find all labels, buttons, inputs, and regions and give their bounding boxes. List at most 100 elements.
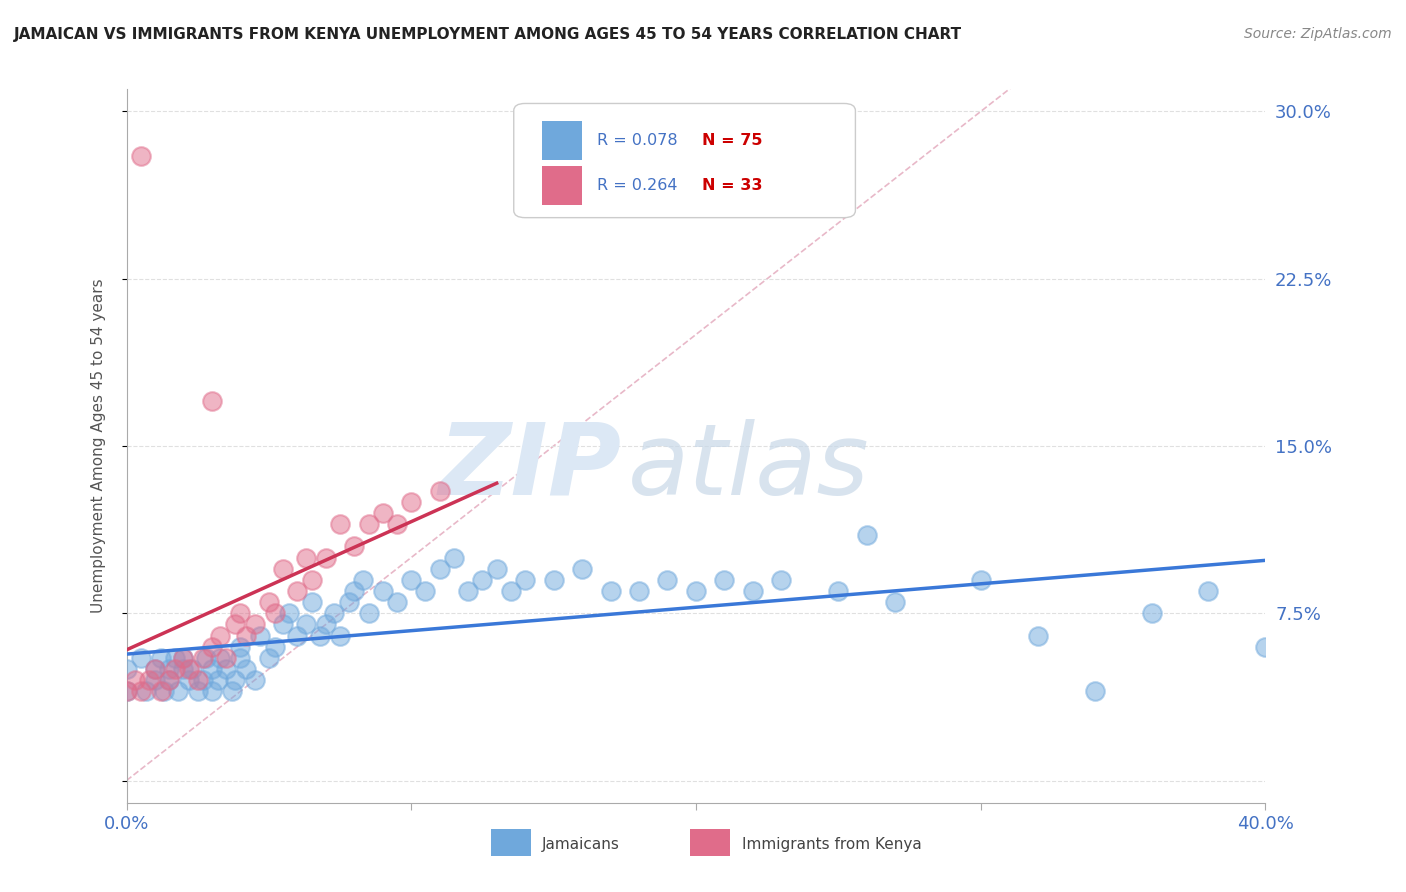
Point [243, 673, 266, 687]
Point [229, 651, 252, 665]
Point [172, 651, 194, 665]
Point [157, 673, 180, 687]
Point [129, 651, 152, 665]
Y-axis label: Unemployment Among Ages 45 to 54 years: Unemployment Among Ages 45 to 54 years [91, 278, 105, 614]
Text: N = 33: N = 33 [702, 178, 762, 193]
Point [201, 662, 224, 676]
Point [770, 573, 793, 587]
FancyBboxPatch shape [491, 829, 531, 856]
Point [124, 673, 146, 687]
Point [157, 673, 180, 687]
Point [193, 651, 215, 665]
Point [571, 562, 593, 576]
FancyBboxPatch shape [543, 166, 582, 205]
Point [471, 573, 494, 587]
Point [543, 573, 565, 587]
Point [415, 583, 437, 598]
Point [628, 583, 651, 598]
Point [371, 583, 394, 598]
Point [163, 662, 186, 676]
Point [157, 662, 180, 676]
Point [315, 617, 337, 632]
Point [371, 506, 394, 520]
Point [115, 662, 138, 676]
Point [229, 607, 252, 621]
FancyBboxPatch shape [690, 829, 730, 856]
Text: R = 0.264: R = 0.264 [598, 178, 678, 193]
Point [1254, 640, 1277, 654]
Point [827, 583, 849, 598]
Point [193, 673, 215, 687]
Point [970, 573, 993, 587]
Text: N = 75: N = 75 [702, 133, 762, 148]
Point [1198, 583, 1220, 598]
Point [143, 662, 166, 676]
Point [224, 617, 246, 632]
Point [515, 573, 537, 587]
Point [429, 483, 451, 498]
Point [271, 562, 294, 576]
Point [129, 149, 152, 163]
Text: atlas: atlas [627, 419, 869, 516]
Point [257, 595, 280, 609]
Text: Immigrants from Kenya: Immigrants from Kenya [741, 837, 921, 852]
Point [343, 583, 366, 598]
Point [215, 662, 238, 676]
Point [263, 640, 285, 654]
Point [301, 573, 323, 587]
Point [855, 528, 877, 542]
Point [149, 651, 172, 665]
Point [181, 662, 204, 676]
Point [1084, 684, 1107, 698]
Point [187, 673, 209, 687]
Text: JAMAICAN VS IMMIGRANTS FROM KENYA UNEMPLOYMENT AMONG AGES 45 TO 54 YEARS CORRELA: JAMAICAN VS IMMIGRANTS FROM KENYA UNEMPL… [14, 27, 962, 42]
Point [287, 628, 309, 642]
Point [115, 684, 138, 698]
Text: R = 0.078: R = 0.078 [598, 133, 678, 148]
Point [401, 573, 423, 587]
Text: ZIP: ZIP [439, 419, 621, 516]
Point [685, 583, 707, 598]
Point [201, 684, 224, 698]
Point [357, 607, 380, 621]
Point [249, 628, 271, 642]
Point [209, 628, 232, 642]
Point [343, 539, 366, 553]
Point [166, 684, 188, 698]
Point [329, 628, 352, 642]
Point [443, 550, 465, 565]
Point [657, 573, 679, 587]
Point [149, 684, 172, 698]
FancyBboxPatch shape [513, 103, 855, 218]
Point [485, 562, 508, 576]
Point [143, 673, 166, 687]
Point [129, 684, 152, 698]
Point [457, 583, 479, 598]
Point [287, 583, 309, 598]
Point [385, 516, 408, 531]
Point [295, 550, 318, 565]
Point [135, 684, 157, 698]
Point [201, 640, 224, 654]
Point [295, 617, 318, 632]
FancyBboxPatch shape [543, 121, 582, 161]
Point [329, 516, 352, 531]
Point [195, 651, 218, 665]
Point [224, 673, 246, 687]
Point [163, 651, 186, 665]
Point [499, 583, 522, 598]
Point [243, 617, 266, 632]
Point [263, 607, 285, 621]
Point [257, 651, 280, 665]
Point [179, 673, 201, 687]
Point [301, 595, 323, 609]
Point [884, 595, 907, 609]
Point [235, 662, 257, 676]
Point [352, 573, 374, 587]
Point [179, 662, 201, 676]
Point [323, 607, 346, 621]
Text: Source: ZipAtlas.com: Source: ZipAtlas.com [1244, 27, 1392, 41]
Point [201, 394, 224, 409]
Point [152, 684, 174, 698]
Point [115, 684, 138, 698]
